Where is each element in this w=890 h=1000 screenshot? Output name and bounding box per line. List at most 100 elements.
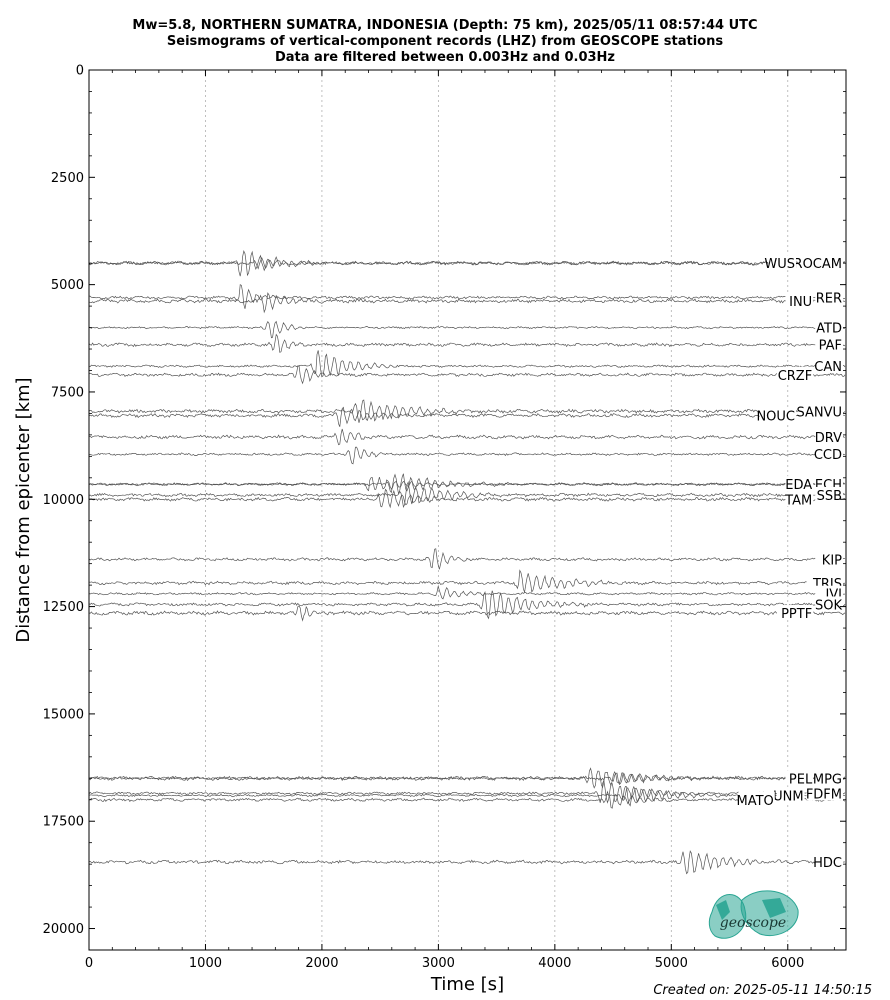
station-label-bg xyxy=(815,486,843,502)
station-label-bg xyxy=(815,429,843,445)
station-label-atd: ATD xyxy=(816,322,842,337)
station-label-crzf: CRZF xyxy=(778,369,813,384)
axis-ticks: 0 1000 2000 3000 4000 5000 6000 0 2500 5000 7500 10… xyxy=(43,64,846,971)
station-label-inu: INU xyxy=(789,295,812,310)
station-label-sanvu: SANVU xyxy=(796,405,842,420)
title-line-1: Mw=5.8, NORTHERN SUMATRA, INDONESIA (Dep… xyxy=(132,18,758,33)
trace-hdc xyxy=(88,850,846,875)
trace-tam xyxy=(88,488,846,509)
station-label-bg xyxy=(798,403,843,419)
station-label-bg xyxy=(768,255,796,271)
trace-sanvu xyxy=(88,399,846,423)
station-label-hdc: HDC xyxy=(813,856,842,871)
station-label-bg xyxy=(776,366,814,382)
y-tick-label: 7500 xyxy=(51,385,84,400)
y-tick-label: 17500 xyxy=(43,815,84,830)
station-label-bg xyxy=(776,605,814,621)
y-tick-label: 12500 xyxy=(43,600,84,615)
trace-fdfm xyxy=(88,779,846,804)
station-label-bg xyxy=(759,407,796,423)
trace-tris xyxy=(88,569,846,594)
trace-wus xyxy=(88,256,846,270)
x-tick-label: 0 xyxy=(85,956,93,971)
station-label-pel: PEL xyxy=(789,772,813,787)
station-label-mato: MATO xyxy=(737,794,774,809)
station-label-bg xyxy=(815,551,843,567)
trace-unm xyxy=(88,785,846,807)
y-tick-label: 20000 xyxy=(43,922,84,937)
trace-group xyxy=(88,249,846,875)
trace-drv xyxy=(88,428,846,446)
station-label-bg xyxy=(785,770,814,786)
station-label-bg xyxy=(815,336,843,352)
y-tick-label: 5000 xyxy=(51,278,84,293)
trace-pptf xyxy=(88,605,846,622)
trace-ivi xyxy=(88,586,845,600)
x-axis-label: Time [s] xyxy=(430,974,504,995)
trace-nouc xyxy=(88,406,846,427)
grid-lines xyxy=(205,70,789,950)
station-label-ccd: CCD xyxy=(814,448,842,463)
station-label-pptf: PPTF xyxy=(781,607,812,622)
created-timestamp: Created on: 2025-05-11 14:50:15 xyxy=(653,983,872,998)
title-line-3: Data are filtered between 0.003Hz and 0.… xyxy=(274,50,616,65)
station-label-drv: DRV xyxy=(815,431,842,446)
trace-crzf xyxy=(88,364,846,385)
y-tick-label: 0 xyxy=(76,64,84,79)
trace-paf xyxy=(88,333,846,353)
station-label-bg xyxy=(815,770,843,786)
station-label-bg xyxy=(785,491,814,507)
station-label-wus: WUS xyxy=(764,257,795,272)
y-axis-label: Distance from epicenter [km] xyxy=(13,377,34,642)
station-label-bg xyxy=(815,319,843,335)
trace-ccd xyxy=(88,446,846,465)
station-label-bg xyxy=(815,358,843,374)
station-label-ssb: SSB xyxy=(817,489,842,504)
trace-sok xyxy=(88,590,846,620)
y-tick-label: 2500 xyxy=(51,171,84,186)
station-label-bg xyxy=(798,255,843,271)
trace-kip xyxy=(88,548,846,570)
station-label-mpg: MPG xyxy=(813,772,842,787)
station-label-kip: KIP xyxy=(822,553,842,568)
station-label-sok: SOK xyxy=(815,598,842,613)
trace-rocam xyxy=(88,249,846,277)
geoscope-logo: geoscope xyxy=(708,890,799,939)
trace-pel xyxy=(88,772,846,786)
station-label-bg xyxy=(815,289,843,305)
trace-inu xyxy=(88,292,846,314)
x-tick-label: 3000 xyxy=(422,956,455,971)
x-tick-label: 4000 xyxy=(538,956,571,971)
station-label-bg xyxy=(738,791,775,807)
title-line-2: Seismograms of vertical-component record… xyxy=(166,34,724,49)
station-label-eda: EDA xyxy=(785,478,812,493)
chart-title: Mw=5.8, NORTHERN SUMATRA, INDONESIA (Dep… xyxy=(0,18,890,66)
station-label-bg xyxy=(785,292,814,308)
y-tick-label: 10000 xyxy=(43,493,84,508)
trace-mato xyxy=(88,790,846,809)
x-tick-label: 5000 xyxy=(655,956,688,971)
station-label-unm: UNM xyxy=(773,789,803,804)
trace-ssb xyxy=(88,481,846,508)
station-label-bg xyxy=(815,446,843,462)
plot-frame xyxy=(88,69,847,951)
trace-eda xyxy=(88,476,846,492)
station-label-paf: PAF xyxy=(819,339,842,354)
station-label-bg xyxy=(806,785,843,801)
station-label-bg xyxy=(776,787,805,803)
station-label-rocam: ROCAM xyxy=(794,257,842,272)
station-label-bg xyxy=(815,596,843,612)
station-label-can: CAN xyxy=(814,360,842,375)
x-tick-label: 6000 xyxy=(771,956,804,971)
x-tick-label: 1000 xyxy=(189,956,222,971)
station-label-fdfm: FDFM xyxy=(806,787,842,802)
trace-atd xyxy=(88,320,846,339)
x-tick-label: 2000 xyxy=(305,956,338,971)
station-label-rer: RER xyxy=(816,292,842,307)
station-label-bg xyxy=(815,854,843,869)
trace-rer xyxy=(88,284,845,309)
station-label-nouc: NOUC xyxy=(756,410,795,425)
